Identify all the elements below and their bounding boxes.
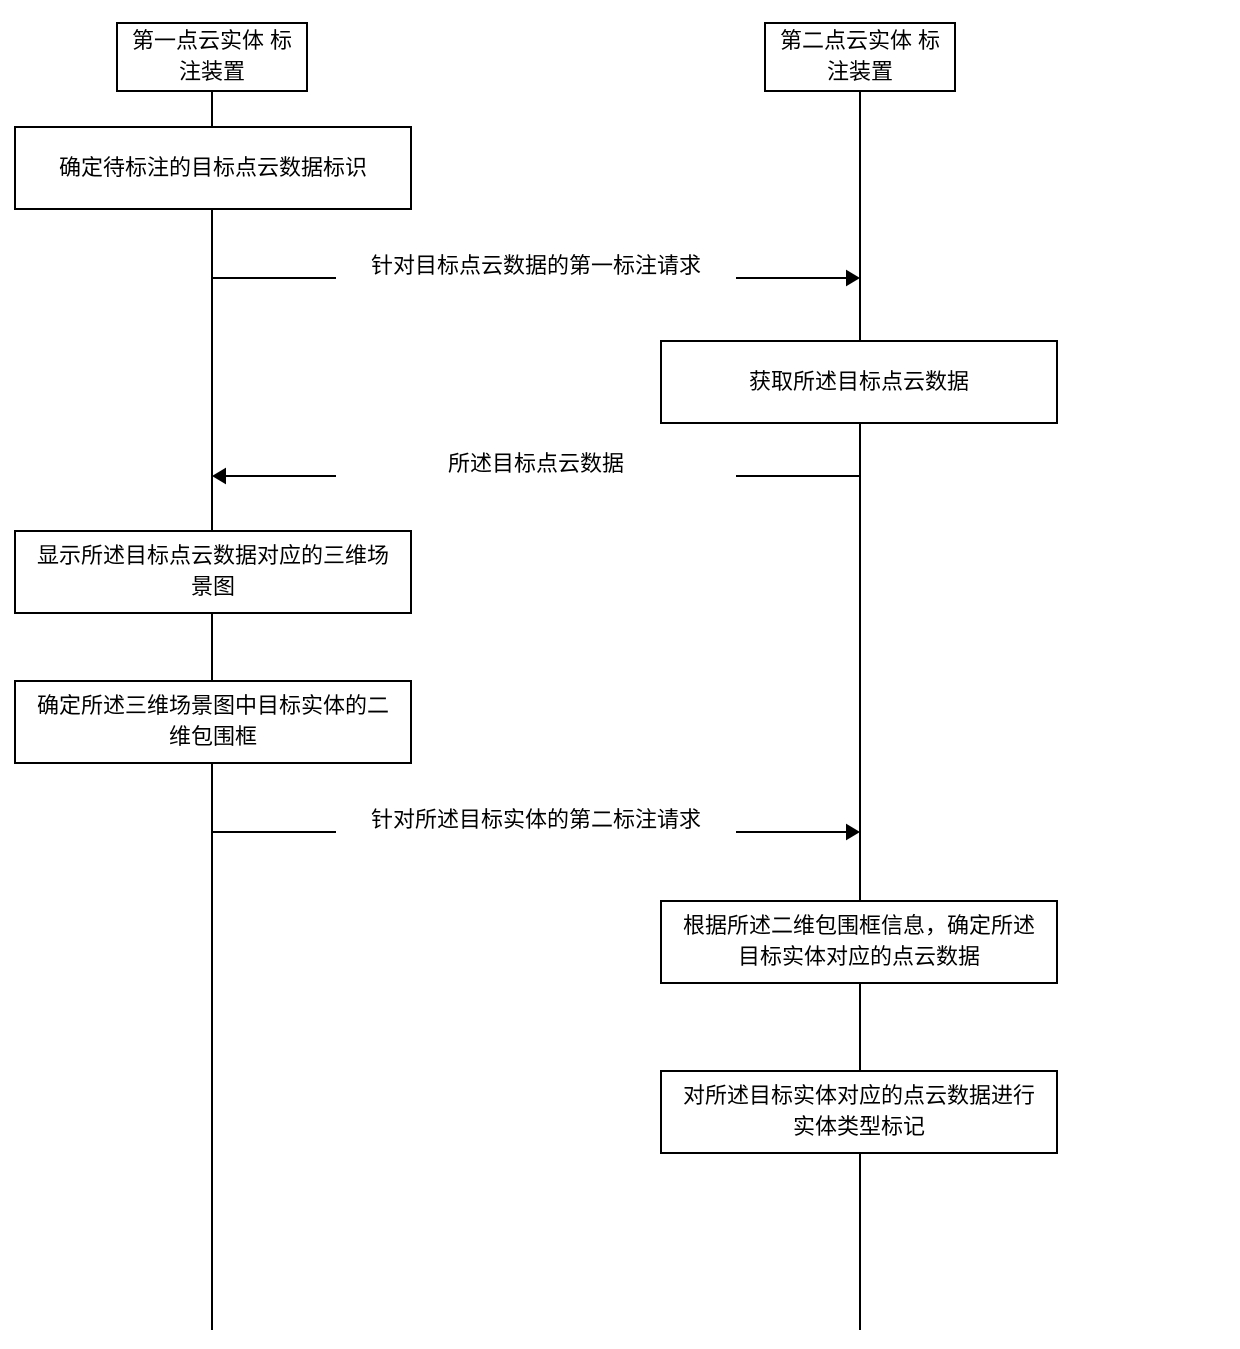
lifeline-header-left: 第一点云实体 标注装置 — [116, 22, 308, 92]
node-r2: 根据所述二维包围框信息，确定所述目标实体对应的点云数据 — [660, 900, 1058, 984]
lifeline-header-left-label: 第一点云实体 标注装置 — [130, 26, 294, 88]
message-m2-label: 所述目标点云数据 — [336, 446, 736, 478]
node-r3: 对所述目标实体对应的点云数据进行实体类型标记 — [660, 1070, 1058, 1154]
node-r1: 获取所述目标点云数据 — [660, 340, 1058, 424]
node-r2-label: 根据所述二维包围框信息，确定所述目标实体对应的点云数据 — [674, 911, 1044, 973]
node-l3-label: 确定所述三维场景图中目标实体的二维包围框 — [28, 691, 398, 753]
node-l2-label: 显示所述目标点云数据对应的三维场景图 — [28, 541, 398, 603]
message-m3-label: 针对所述目标实体的第二标注请求 — [336, 802, 736, 834]
node-l1-label: 确定待标注的目标点云数据标识 — [59, 153, 367, 184]
message-m1-label: 针对目标点云数据的第一标注请求 — [336, 248, 736, 280]
lifeline-header-right-label: 第二点云实体 标注装置 — [778, 26, 942, 88]
node-l2: 显示所述目标点云数据对应的三维场景图 — [14, 530, 412, 614]
node-r1-label: 获取所述目标点云数据 — [749, 367, 969, 398]
lifeline-header-right: 第二点云实体 标注装置 — [764, 22, 956, 92]
node-l1: 确定待标注的目标点云数据标识 — [14, 126, 412, 210]
node-r3-label: 对所述目标实体对应的点云数据进行实体类型标记 — [674, 1081, 1044, 1143]
node-l3: 确定所述三维场景图中目标实体的二维包围框 — [14, 680, 412, 764]
